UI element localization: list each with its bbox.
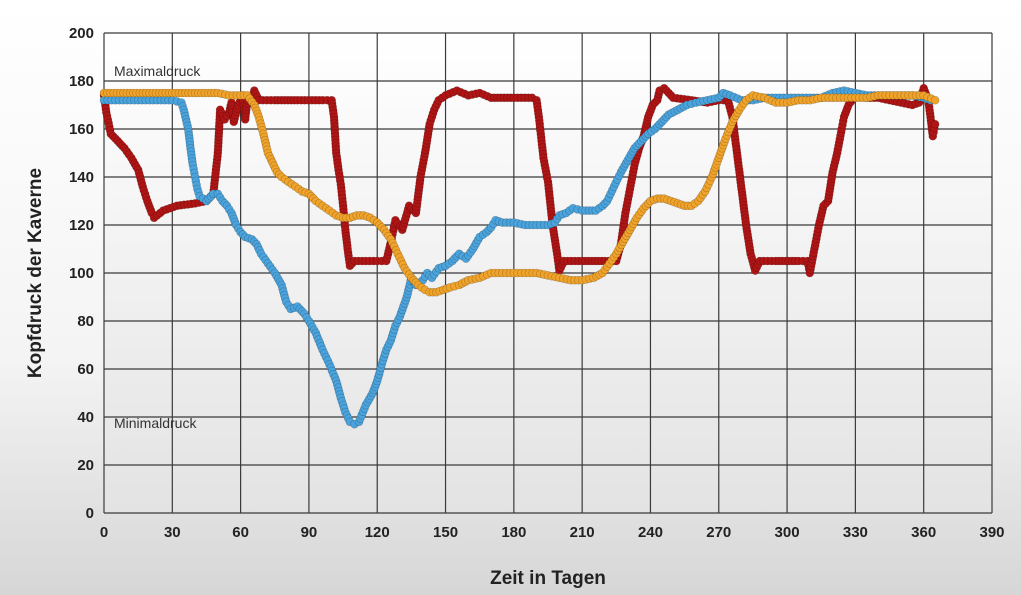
y-tick-label: 80: [77, 313, 94, 330]
x-tick-label: 330: [843, 524, 868, 541]
x-tick-label: 180: [501, 524, 526, 541]
grid: [103, 32, 993, 514]
x-tick-label: 60: [232, 524, 249, 541]
x-tick-label: 270: [706, 524, 731, 541]
y-tick-label: 160: [69, 121, 94, 138]
x-tick-labels: 0 30 60 90 120 150 180 210 240 270 300 330 360 390: [100, 524, 1005, 541]
y-tick-label: 180: [69, 73, 94, 90]
x-axis-title: Zeit in Tagen: [490, 568, 606, 589]
x-tick-label: 30: [164, 524, 181, 541]
x-tick-label: 120: [365, 524, 390, 541]
x-tick-label: 360: [911, 524, 936, 541]
annotation-max: Maximaldruck: [114, 63, 201, 79]
y-tick-label: 60: [77, 361, 94, 378]
y-axis-title: Kopfdruck der Kaverne: [25, 168, 46, 378]
x-tick-label: 210: [570, 524, 595, 541]
y-tick-label: 100: [69, 265, 94, 282]
x-tick-label: 390: [979, 524, 1004, 541]
data-point: [930, 95, 940, 105]
y-tick-label: 120: [69, 217, 94, 234]
x-tick-label: 240: [638, 524, 663, 541]
y-tick-label: 20: [77, 457, 94, 474]
series-3: [99, 88, 940, 297]
y-tick-labels: 0 20 40 60 80 100 120 140 160 180 200: [69, 25, 94, 522]
x-tick-label: 150: [433, 524, 458, 541]
y-tick-label: 140: [69, 169, 94, 186]
x-tick-label: 300: [775, 524, 800, 541]
series-1: [99, 83, 940, 278]
x-tick-label: 0: [100, 524, 108, 541]
data-point: [930, 119, 940, 129]
y-tick-label: 200: [69, 25, 94, 42]
annotation-min: Minimaldruck: [114, 415, 197, 431]
y-tick-label: 40: [77, 409, 94, 426]
x-tick-label: 90: [301, 524, 318, 541]
y-tick-label: 0: [86, 505, 94, 522]
series-layer: [99, 83, 940, 429]
